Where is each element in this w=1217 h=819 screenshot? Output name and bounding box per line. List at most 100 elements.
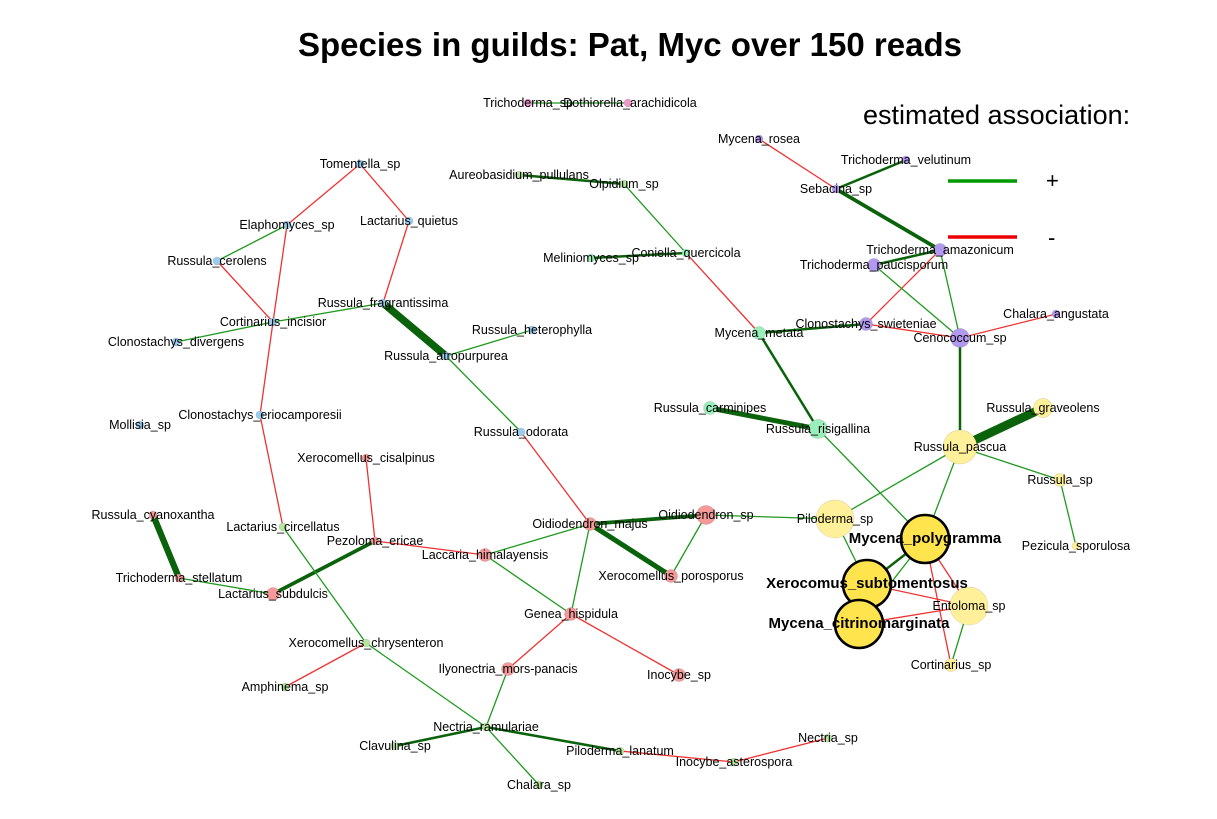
node-olpidium-sp: [619, 179, 629, 189]
node-label-inocybe-asterospora: Inocybe_asterospora: [676, 755, 793, 769]
node-russula-sp: [1053, 473, 1067, 487]
node-label-nectria-sp: Nectria_sp: [798, 731, 858, 745]
node-label-trichoderma-stellatum: Trichoderma_stellatum: [116, 571, 243, 585]
edge-clonostachys-eriocamporesii-lactarius-circellatus: [259, 414, 284, 528]
edge-inocybe-asterospora-nectria-sp: [733, 737, 829, 763]
node-label-oidiodendron-majus: Oidiodendron_majus: [532, 517, 647, 531]
node-laccaria-himalayensis: [478, 548, 492, 562]
node-trichoderma-velutinum: [901, 155, 911, 165]
node-label-amphinema-sp: Amphinema_sp: [242, 680, 329, 694]
edge-coniella-quercicola-mycena-metata: [685, 252, 760, 334]
node-pezoloma-ericae: [370, 536, 380, 546]
node-clonostachys-divergens: [171, 337, 181, 347]
node-label-genea-hispidula: Genea_hispidula: [524, 607, 618, 621]
node-label-piloderma-sp: Piloderma_sp: [797, 512, 873, 526]
node-xerocomellus-porosporus: [664, 569, 678, 583]
node-inocybe-sp: [672, 668, 686, 682]
edge-ilyonectria-mors-panacis-nectria-ramulariae: [485, 668, 509, 728]
node-piloderma-sp: [815, 499, 855, 539]
legend-title: estimated association:: [863, 100, 1131, 130]
edge-elaphomyces-sp-russula-cerolens: [216, 224, 288, 262]
node-trichoderma-stellatum: [174, 573, 184, 583]
node-pezicula-sporulosa: [1071, 541, 1081, 551]
node-label-russula-cerolens: Russula_cerolens: [167, 254, 266, 268]
node-xerocomellus-chrysenteron: [361, 638, 371, 648]
edge-xerocomellus-cisalpinus-pezoloma-ericae: [365, 457, 376, 542]
node-label-piloderma-lanatum: Piloderma_lanatum: [566, 744, 674, 758]
node-mycena-citrinomarginata: [833, 598, 885, 650]
node-trichoderma-amazonicum: [933, 243, 947, 257]
node-label-pezicula-sporulosa: Pezicula_sporulosa: [1022, 539, 1130, 553]
node-entoloma-sp: [949, 586, 989, 626]
node-coniella-quercicola: [681, 248, 691, 258]
node-label-aureobasidium-pullulans: Aureobasidium_pullulans: [449, 168, 589, 182]
node-mycena-metata: [752, 326, 766, 340]
node-label-trichoderma-paucisporum: Trichoderma_paucisporum: [800, 258, 948, 272]
node-label-russula-cyanoxantha: Russula_cyanoxantha: [92, 508, 215, 522]
node-label-clonostachys-swieteniae: Clonostachys_swieteniae: [795, 317, 936, 331]
edge-xerocomellus-chrysenteron-nectria-ramulariae: [365, 642, 487, 728]
node-label-dothiorella-arachidicola: Dothiorella_arachidicola: [563, 96, 696, 110]
node-lactarius-circellatus: [278, 522, 288, 532]
node-inocybe-asterospora: [729, 757, 739, 767]
node-label-lactarius-circellatus: Lactarius_circellatus: [226, 520, 339, 534]
edge-pezoloma-ericae-laccaria-himalayensis: [374, 540, 486, 556]
node-label-russula-pascua: Russula_pascua: [914, 440, 1006, 454]
node-label-russula-heterophylla: Russula_heterophylla: [472, 323, 592, 337]
edge-trichoderma-stellatum-lactarius-subdulcis: [178, 577, 274, 595]
node-label-trichoderma-sp: Trichoderma_sp: [483, 96, 573, 110]
node-russula-heterophylla: [527, 325, 537, 335]
node-chalara-sp: [534, 780, 544, 790]
edge-cortinarius-incisior-clonostachys-divergens: [175, 321, 274, 343]
edge-tomentella-sp-lactarius-quietus: [359, 163, 410, 222]
node-label-nectria-ramulariae: Nectria_ramulariae: [433, 720, 539, 734]
node-label-xerocomus-subtomentosus: Xerocomus_subtomentosus: [766, 575, 968, 592]
legend-minus-symbol: -: [1048, 225, 1056, 250]
node-label-russula-odorata: Russula_odorata: [474, 425, 569, 439]
edge-oidiodendron-sp-xerocomellus-porosporus: [670, 514, 707, 577]
edge-nectria-ramulariae-chalara-sp: [485, 726, 540, 786]
edge-russula-pascua-russula-sp: [959, 446, 1061, 481]
node-label-entoloma-sp: Entoloma_sp: [933, 599, 1006, 613]
edge-genea-hispidula-ilyonectria-mors-panacis: [507, 613, 572, 670]
edge-lactarius-quietus-russula-fragrantissima: [382, 220, 410, 304]
edge-laccaria-himalayensis-genea-hispidula: [484, 554, 572, 615]
node-label-cenococcum-sp: Cenococcum_sp: [913, 331, 1006, 345]
node-label-mycena-metata: Mycena_metata: [715, 326, 804, 340]
node-aureobasidium-pullulans: [514, 170, 524, 180]
node-label-trichoderma-amazonicum: Trichoderma_amazonicum: [866, 243, 1014, 257]
node-amphinema-sp: [280, 682, 290, 692]
node-label-cortinarius-sp: Cortinarius_sp: [911, 658, 992, 672]
node-label-russula-sp: Russula_sp: [1027, 473, 1092, 487]
node-tomentella-sp: [355, 159, 365, 169]
edge-oidiodendron-majus-xerocomellus-porosporus: [588, 521, 673, 579]
node-russula-fragrantissima: [378, 298, 388, 308]
node-russula-cyanoxantha: [148, 510, 158, 520]
edge-genea-hispidula-inocybe-sp: [570, 613, 680, 676]
edge-russula-odorata-oidiodendron-majus: [520, 431, 591, 525]
node-label-clonostachys-eriocamporesii: Clonostachys_eriocamporesii: [178, 408, 341, 422]
node-piloderma-lanatum: [615, 746, 625, 756]
edge-piloderma-lanatum-inocybe-asterospora: [619, 750, 735, 763]
edge-russula-cyanoxantha-trichoderma-stellatum: [150, 513, 182, 580]
node-trichoderma-paucisporum: [867, 258, 881, 272]
node-russula-odorata: [516, 427, 526, 437]
node-cenococcum-sp: [950, 328, 970, 348]
node-label-trichoderma-velutinum: Trichoderma_velutinum: [841, 153, 971, 167]
node-russula-risigallina: [808, 419, 828, 439]
node-label-russula-fragrantissima: Russula_fragrantissima: [318, 296, 449, 310]
node-oidiodendron-majus: [583, 517, 597, 531]
node-label-russula-graveolens: Russula_graveolens: [986, 401, 1099, 415]
edge-lactarius-circellatus-xerocomellus-chrysenteron: [282, 526, 367, 644]
node-label-xerocomellus-chrysenteron: Xerocomellus_chrysenteron: [289, 636, 444, 650]
edge-mycena-metata-russula-risigallina: [757, 332, 820, 430]
node-mollisia-sp: [135, 420, 145, 430]
node-russula-cerolens: [212, 256, 222, 266]
edge-meliniomyces-sp-coniella-quercicola: [590, 251, 687, 260]
node-russula-atropurpurea: [441, 351, 451, 361]
node-label-mycena-rosea: Mycena_rosea: [718, 132, 800, 146]
node-xerocomellus-cisalpinus: [361, 453, 371, 463]
edge-clonostachys-swieteniae-cenococcum-sp: [865, 323, 961, 339]
edge-trichoderma-amazonicum-cenococcum-sp: [939, 249, 961, 339]
edge-trichoderma-amazonicum-clonostachys-swieteniae: [865, 249, 941, 325]
